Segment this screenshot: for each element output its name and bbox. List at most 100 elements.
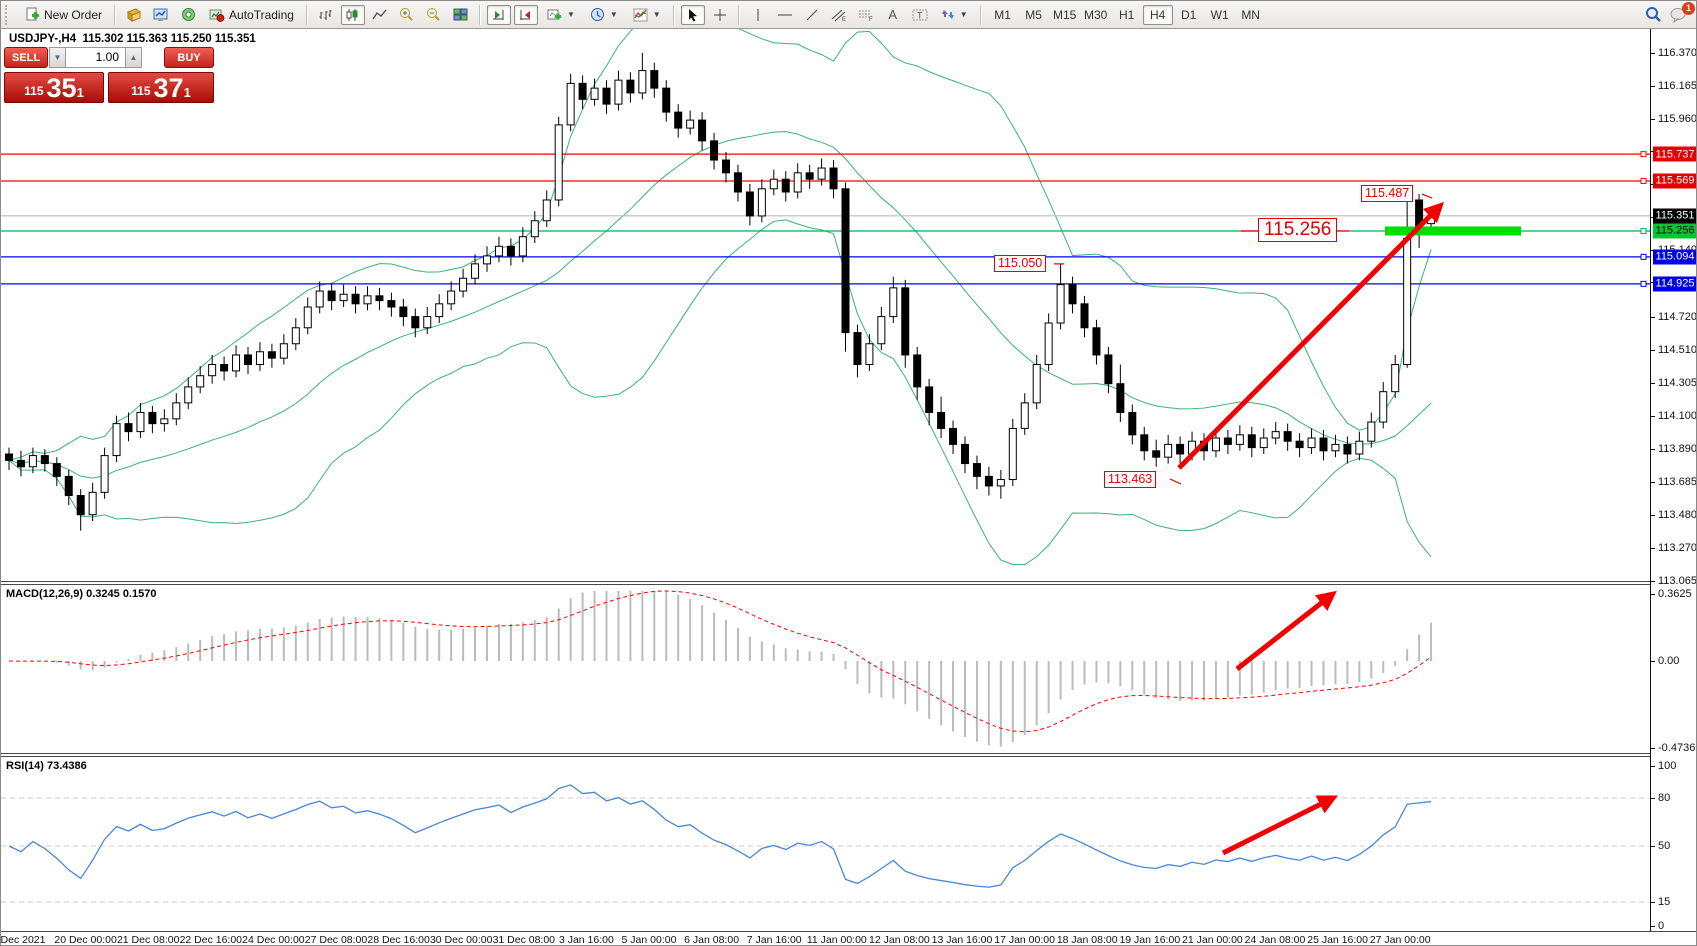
text-label-icon: T <box>912 8 928 22</box>
tile-windows-button[interactable] <box>449 5 473 25</box>
time-axis-label: 31 Dec 08:00 <box>492 934 556 946</box>
indicators-button[interactable]: ▼ <box>627 5 667 25</box>
dropdown-caret-icon: ▼ <box>959 10 968 19</box>
macd-indicator-panel[interactable] <box>1 585 1651 753</box>
channel-tool-button[interactable]: E <box>827 5 851 25</box>
macd-axis-label: -0.4736 <box>1658 742 1696 755</box>
line-chart-icon <box>372 8 387 22</box>
text-label-tool-button[interactable]: T <box>908 5 932 25</box>
rsi-label: RSI(14) 73.4386 <box>6 760 87 772</box>
timeframe-mn[interactable]: MN <box>1241 7 1260 22</box>
time-axis-label: 3 Jan 16:00 <box>558 934 614 946</box>
data-window-button[interactable] <box>149 5 173 25</box>
search-icon[interactable] <box>1645 6 1662 23</box>
volume-decrease-button[interactable]: ▼ <box>49 47 66 68</box>
dropdown-caret-icon: ▼ <box>609 10 618 19</box>
time-axis-label: 27 Dec 08:00 <box>304 934 368 946</box>
volume-input[interactable]: 1.00 <box>66 47 125 68</box>
rsi-indicator-panel[interactable] <box>1 757 1651 931</box>
new-chart-button[interactable]: ▼ <box>541 5 581 25</box>
price-marker-chip: 115.569 <box>1653 173 1696 189</box>
text-tool-button[interactable]: A <box>881 5 905 25</box>
time-axis-label: 6 Jan 08:00 <box>684 934 740 946</box>
rsi-axis-label: 80 <box>1658 792 1671 804</box>
auto-scroll-button[interactable] <box>486 4 511 25</box>
time-axis[interactable]: Dec 2021 20 Dec 00:00 21 Dec 08:00 22 Dec 1… <box>1 933 1651 946</box>
candlestick-chart-button[interactable] <box>340 4 365 25</box>
periods-button[interactable]: ▼ <box>584 5 624 25</box>
navigator-button[interactable] <box>176 5 200 25</box>
price-callout[interactable]: 113.463 <box>1104 470 1157 488</box>
price-axis[interactable]: 116.370116.165115.960115.755115.550115.3… <box>1651 29 1697 932</box>
vertical-line-tool-button[interactable] <box>746 5 770 25</box>
macd-axis-tick <box>1651 661 1655 662</box>
chart-shift-icon <box>518 8 533 22</box>
arrows-tool-button[interactable]: ▼ <box>935 5 974 25</box>
macd-axis-tick <box>1651 594 1655 596</box>
price-callout[interactable]: 115.050 <box>994 254 1047 272</box>
sell-button[interactable]: SELL <box>4 47 48 68</box>
trendline-tool-button[interactable] <box>800 5 824 25</box>
horizontal-line-icon <box>777 8 793 22</box>
timeframe-m1[interactable]: M1 <box>994 7 1011 22</box>
panel-separator[interactable] <box>1 581 1696 585</box>
rsi-axis-tick <box>1651 902 1655 903</box>
autotrading-icon <box>209 8 225 22</box>
price-tick-label: 114.720 <box>1658 310 1697 323</box>
rsi-axis-label: 15 <box>1658 896 1671 908</box>
indicators-icon <box>633 8 648 22</box>
data-window-icon <box>153 8 169 22</box>
price-callout[interactable]: 115.487 <box>1361 185 1414 203</box>
ask-price-tile[interactable]: 115 37 1 <box>108 72 214 103</box>
new-order-button[interactable]: New Order <box>19 5 108 25</box>
notifications-icon[interactable]: 1 <box>1670 1 1695 23</box>
one-click-trading-panel: SELL ▼ 1.00 ▲ BUY 115 35 1 115 37 1 <box>3 47 215 103</box>
macd-label: MACD(12,26,9) 0.3245 0.1570 <box>6 588 156 600</box>
new-order-label: New Order <box>44 7 103 22</box>
volume-increase-button[interactable]: ▲ <box>125 47 142 68</box>
toolbar-right: 1 <box>1645 1 1696 23</box>
zoom-out-button[interactable] <box>422 5 446 25</box>
horizontal-line-tool-button[interactable] <box>773 5 797 25</box>
price-axis-border <box>1650 29 1651 931</box>
cursor-tool-button[interactable] <box>680 4 705 25</box>
timeframe-h1[interactable]: H1 <box>1118 7 1135 22</box>
buy-button[interactable]: BUY <box>164 47 214 68</box>
market-watch-button[interactable] <box>122 5 146 25</box>
bid-price-tile[interactable]: 115 35 1 <box>4 72 104 103</box>
panel-separator[interactable] <box>1 753 1696 757</box>
vertical-line-icon <box>753 8 763 22</box>
price-tick-label: 113.270 <box>1658 542 1697 555</box>
price-tick-mark <box>1651 382 1655 384</box>
price-callout[interactable]: 115.256 <box>1258 217 1338 242</box>
crosshair-tool-button[interactable] <box>708 5 732 25</box>
separator <box>478 4 481 25</box>
timeframe-m5[interactable]: M5 <box>1025 7 1042 22</box>
price-tick-mark <box>1651 581 1655 582</box>
timeframe-m15[interactable]: M15 <box>1052 7 1077 22</box>
timeframe-m30[interactable]: M30 <box>1083 7 1108 22</box>
toolbar-grip[interactable] <box>5 4 14 25</box>
price-tick-label: 113.685 <box>1658 475 1697 488</box>
zoom-out-icon <box>426 7 441 22</box>
rsi-axis-tick <box>1651 766 1655 767</box>
line-chart-button[interactable] <box>368 5 392 25</box>
bar-chart-button[interactable] <box>314 5 338 25</box>
zoom-in-button[interactable] <box>395 5 419 25</box>
timeframe-w1[interactable]: W1 <box>1210 7 1229 22</box>
chart-shift-button[interactable] <box>513 4 538 25</box>
timeframe-d1[interactable]: D1 <box>1180 7 1197 22</box>
main-price-chart[interactable] <box>1 29 1651 581</box>
autotrading-label: AutoTrading <box>229 7 294 22</box>
bar-chart-icon <box>318 8 333 22</box>
time-axis-label: 19 Jan 16:00 <box>1119 934 1181 946</box>
price-tick-mark <box>1651 548 1655 550</box>
trend-arrow <box>1177 201 1445 470</box>
price-tick-label: 114.510 <box>1658 344 1697 357</box>
ask-sup: 1 <box>183 85 191 100</box>
tile-windows-icon <box>453 8 468 22</box>
fibonacci-tool-button[interactable]: F <box>854 5 878 25</box>
timeframe-h4[interactable]: H4 <box>1142 4 1173 25</box>
autotrading-button[interactable]: AutoTrading <box>203 5 300 25</box>
